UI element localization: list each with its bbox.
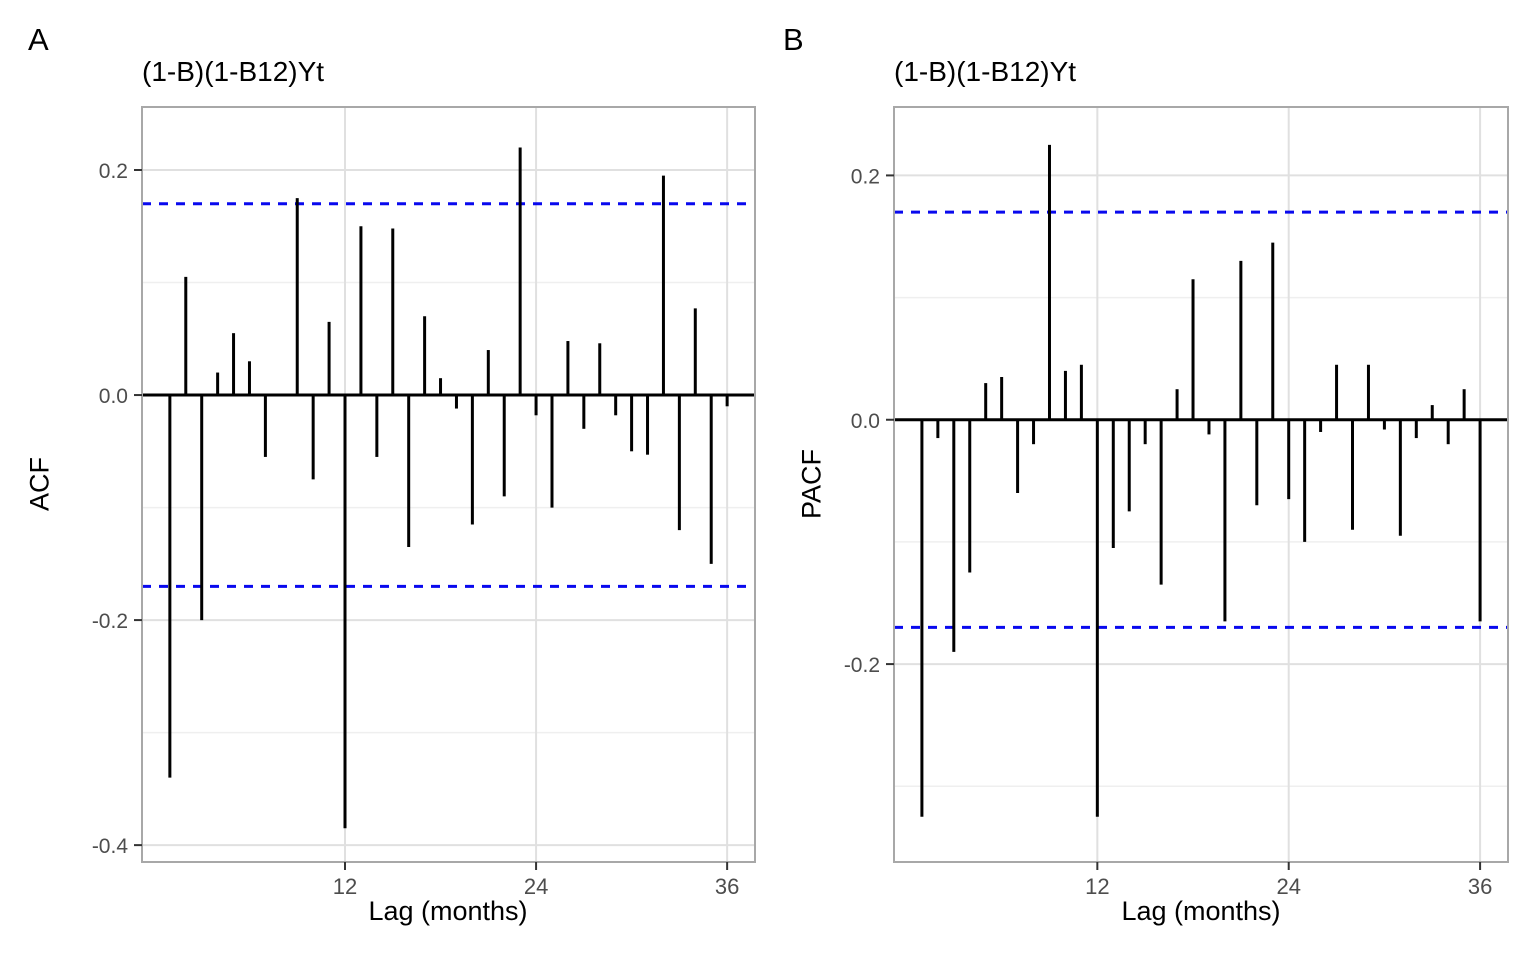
y-tick-label: 0.0 [851, 410, 880, 433]
plot-panel-border [893, 106, 1509, 863]
x-tick-label: 12 [1085, 874, 1109, 899]
panel-a-title: (1-B)(1-B12)Yt [142, 56, 325, 87]
panel-a-x-axis-title: Lag (months) [368, 896, 528, 926]
panel-b-letter: B [783, 22, 804, 57]
x-tick-label: 12 [333, 874, 357, 899]
panel-b-chart: 12 24 36 0.2 0.0 -0.2 [844, 106, 1509, 899]
y-tick-label: 0.2 [99, 160, 128, 183]
panel-a-chart: 12 24 36 0.2 0.0 -0.2 -0.4 [92, 106, 756, 899]
y-tick-label: -0.2 [844, 654, 880, 677]
y-tick-label: 0.2 [851, 165, 880, 188]
plot-panel-background [142, 107, 755, 862]
panel-b-x-axis-title: Lag (months) [1121, 896, 1281, 926]
plot-panel-border [141, 106, 756, 863]
panel-a-y-axis-title: ACF [24, 457, 55, 511]
panel-b-title: (1-B)(1-B12)Yt [894, 56, 1077, 87]
panel-a-letter: A [28, 22, 49, 57]
y-tick-label: -0.4 [92, 835, 129, 858]
x-tick-label: 24 [1276, 874, 1300, 899]
x-tick-label: 24 [524, 874, 548, 899]
x-tick-label: 36 [1468, 874, 1492, 899]
y-tick-label: -0.2 [92, 610, 128, 633]
panel-b-y-axis-title: PACF [796, 448, 827, 520]
x-tick-label: 36 [715, 874, 739, 899]
plot-panel-background [894, 107, 1508, 862]
y-tick-label: 0.0 [99, 385, 128, 408]
